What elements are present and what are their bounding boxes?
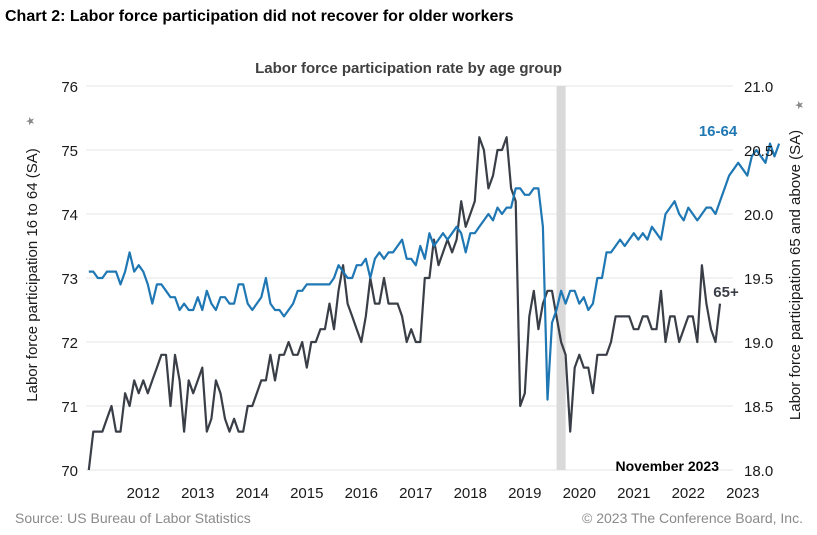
y-tick-left: 74 <box>61 207 78 224</box>
x-tick: 2021 <box>617 485 650 502</box>
x-tick: 2015 <box>290 485 323 502</box>
y-tick-left: 75 <box>61 143 78 160</box>
series-lines <box>87 136 781 471</box>
y-axis-right-label: Labor force participation 65 and above (… <box>787 130 804 420</box>
y-tick-right: 18.0 <box>744 463 773 480</box>
copyright-note: © 2023 The Conference Board, Inc. <box>582 510 803 526</box>
x-tick: 2016 <box>345 485 378 502</box>
y-tick-left: 70 <box>61 463 78 480</box>
series-line-16-64 <box>88 142 781 401</box>
page-header: Chart 2: Labor force participation did n… <box>5 8 514 25</box>
x-tick: 2022 <box>672 485 705 502</box>
chart-title: Labor force participation rate by age gr… <box>255 60 562 77</box>
x-tick: 2014 <box>236 485 269 502</box>
x-tick: 2017 <box>399 485 432 502</box>
axis-ticks: 70 18.0 71 18.5 72 19.0 73 19.5 74 20.0 75 20.5 76 21… <box>61 79 773 502</box>
y-tick-right: 19.0 <box>744 335 773 352</box>
y-tick-right: 20.0 <box>744 207 773 224</box>
x-tick: 2012 <box>127 485 160 502</box>
y-tick-right: 21.0 <box>744 79 773 96</box>
series-label-65-plus: 65+ <box>713 284 739 301</box>
y-tick-right: 20.5 <box>744 143 773 160</box>
y-tick-right: 18.5 <box>744 399 773 416</box>
y-axis-right-star-icon: ★ <box>793 100 806 110</box>
y-tick-left: 76 <box>61 79 78 96</box>
y-axis-left-label: Labor force participation 16 to 64 (SA) <box>24 148 41 401</box>
series-line-65-plus <box>87 136 722 471</box>
x-tick: 2020 <box>563 485 596 502</box>
y-tick-left: 73 <box>61 271 78 288</box>
y-axis-left-star-icon: ★ <box>24 116 37 126</box>
x-tick: 2019 <box>508 485 541 502</box>
recession-band <box>556 86 566 470</box>
y-tick-right: 19.5 <box>744 271 773 288</box>
x-tick: 2013 <box>181 485 214 502</box>
series-label-16-64: 16-64 <box>699 123 738 140</box>
date-annotation: November 2023 <box>615 458 719 474</box>
y-tick-left: 72 <box>61 335 78 352</box>
x-tick: 2018 <box>454 485 487 502</box>
x-tick: 2023 <box>726 485 759 502</box>
source-note: Source: US Bureau of Labor Statistics <box>15 510 251 526</box>
gridlines <box>86 85 733 471</box>
y-tick-left: 71 <box>61 399 78 416</box>
